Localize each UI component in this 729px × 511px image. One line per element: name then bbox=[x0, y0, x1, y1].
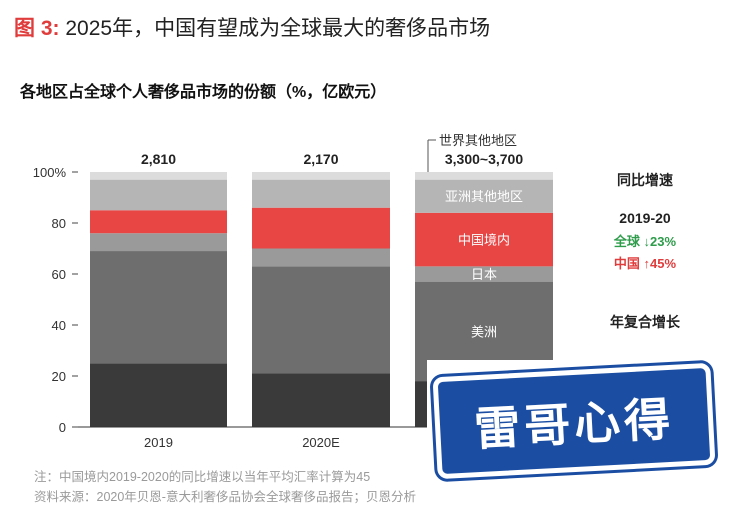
segment-label-0: 亚洲其他地区 bbox=[445, 190, 523, 205]
bar-segment-2020E-5 bbox=[252, 172, 390, 180]
y-tick-label-20: 20 bbox=[52, 369, 66, 384]
watermark-badge: 雷哥心得 bbox=[432, 362, 716, 480]
watermark-text: 雷哥心得 bbox=[472, 391, 676, 457]
segment-label-2: 日本 bbox=[471, 268, 497, 283]
bar-segment-2020E-1 bbox=[252, 266, 390, 374]
figure-title-text: 2025年，中国有望成为全球最大的奢侈品市场 bbox=[65, 17, 491, 40]
bar-segment-2025E-5 bbox=[415, 172, 553, 180]
segment-label-3: 美洲 bbox=[471, 325, 497, 340]
bar-segment-2020E-2 bbox=[252, 248, 390, 267]
bar-segment-2020E-0 bbox=[252, 373, 390, 427]
segment-label-1: 中国境内 bbox=[458, 233, 510, 249]
bar-segment-2025E-3 bbox=[415, 212, 553, 267]
bar-segment-2019-1 bbox=[90, 251, 227, 364]
side-global-growth: 全球 ↓23% bbox=[613, 234, 677, 249]
bar-segment-2019-4 bbox=[90, 179, 227, 211]
bar-total-label-2020E: 2,170 bbox=[303, 151, 338, 167]
bar-segment-2025E-2 bbox=[415, 266, 553, 282]
bar-segment-2019-3 bbox=[90, 210, 227, 234]
x-tick-label-2020E: 2020E bbox=[302, 435, 340, 450]
callout-label: 世界其他地区 bbox=[439, 134, 517, 149]
bar-segment-2019-0 bbox=[90, 363, 227, 427]
chart-subtitle: 各地区占全球个人奢侈品市场的份额（%，亿欧元） bbox=[20, 84, 387, 101]
y-tick-label-100: 100% bbox=[33, 165, 67, 180]
side-heading-cagr: 年复合增长 bbox=[610, 314, 680, 330]
bar-total-label-2019: 2,810 bbox=[141, 151, 176, 167]
y-tick-label-40: 40 bbox=[52, 318, 66, 333]
bar-total-label-2025E: 3,300~3,700 bbox=[445, 151, 523, 167]
y-tick-label-60: 60 bbox=[52, 267, 66, 282]
y-tick-label-80: 80 bbox=[52, 216, 66, 231]
figure-title: 图 3: 2025年，中国有望成为全球最大的奢侈品市场 bbox=[14, 12, 490, 42]
bar-segment-2019-5 bbox=[90, 172, 227, 180]
y-tick-label-0: 0 bbox=[59, 420, 66, 435]
figure-label: 图 3: bbox=[14, 17, 60, 40]
side-heading: 同比增速 bbox=[617, 172, 673, 188]
side-china-growth: 中国 ↑45% bbox=[613, 256, 677, 271]
bar-segment-2020E-4 bbox=[252, 179, 390, 208]
chart-note: 注：中国境内2019-2020的同比增速以当年平均汇率计算为45 bbox=[34, 470, 371, 484]
x-tick-label-2019: 2019 bbox=[144, 435, 173, 450]
bar-segment-2019-2 bbox=[90, 233, 227, 252]
chart-source: 资料来源：2020年贝恩-意大利奢侈品协会全球奢侈品报告；贝恩分析 bbox=[34, 490, 416, 504]
watermark-overlay: 雷哥心得 bbox=[427, 360, 729, 511]
bar-segment-2020E-3 bbox=[252, 207, 390, 249]
side-year: 2019-20 bbox=[619, 210, 671, 226]
side-panel: 同比增速 2019-20 全球 ↓23% 中国 ↑45% 年复合增长 bbox=[585, 170, 705, 332]
bar-segment-2025E-4 bbox=[415, 179, 553, 213]
